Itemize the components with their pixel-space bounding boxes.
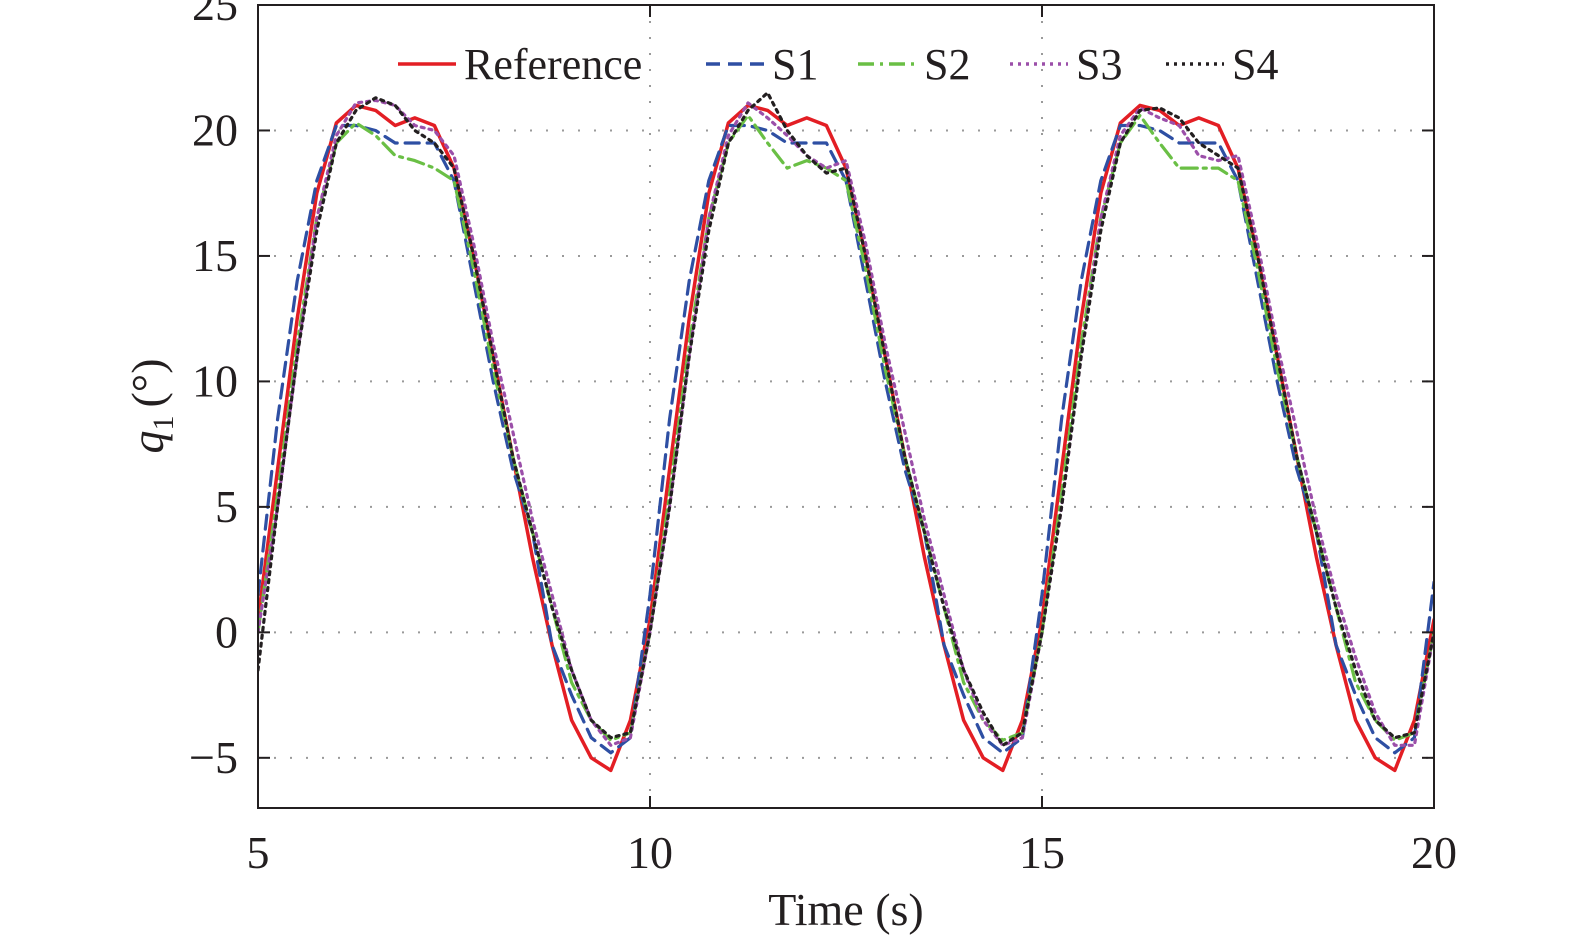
y-tick-label: 5 bbox=[215, 481, 238, 532]
y-tick-label: 0 bbox=[215, 606, 238, 657]
x-tick-label: 15 bbox=[1019, 827, 1065, 878]
x-tick-label: 10 bbox=[627, 827, 673, 878]
series-line-reference bbox=[258, 103, 1434, 773]
ticks: 5 10 15 20 −5 0 5 10 15 20 25 bbox=[189, 0, 1457, 878]
x-tick-label: 5 bbox=[247, 827, 270, 878]
series-line-s1 bbox=[258, 123, 1434, 755]
legend-label-s2: S2 bbox=[924, 40, 970, 89]
y-axis-title: q1 (°) bbox=[122, 358, 180, 453]
series-layer bbox=[258, 91, 1434, 773]
plot-frame bbox=[257, 4, 1435, 809]
x-axis-title: Time (s) bbox=[768, 884, 924, 935]
y-axis-var: q bbox=[122, 431, 173, 454]
y-tick-label: −5 bbox=[189, 732, 238, 783]
legend-label-s1: S1 bbox=[772, 40, 818, 89]
series-line-s2 bbox=[258, 113, 1434, 742]
legend-label-s4: S4 bbox=[1232, 40, 1278, 89]
y-axis-unit: (°) bbox=[122, 358, 173, 407]
y-tick-label: 25 bbox=[192, 0, 238, 30]
series-line-s3 bbox=[258, 98, 1434, 747]
series-line-s4 bbox=[258, 91, 1434, 747]
legend: Reference S1 S2 S3 S4 bbox=[398, 40, 1278, 89]
grid bbox=[258, 5, 1434, 808]
y-tick-label: 20 bbox=[192, 104, 238, 155]
x-tick-label: 20 bbox=[1411, 827, 1457, 878]
y-tick-label: 10 bbox=[192, 355, 238, 406]
y-axis-subscript: 1 bbox=[147, 416, 180, 431]
legend-label-s3: S3 bbox=[1076, 40, 1122, 89]
y-tick-label: 15 bbox=[192, 230, 238, 281]
legend-label-reference: Reference bbox=[464, 40, 642, 89]
